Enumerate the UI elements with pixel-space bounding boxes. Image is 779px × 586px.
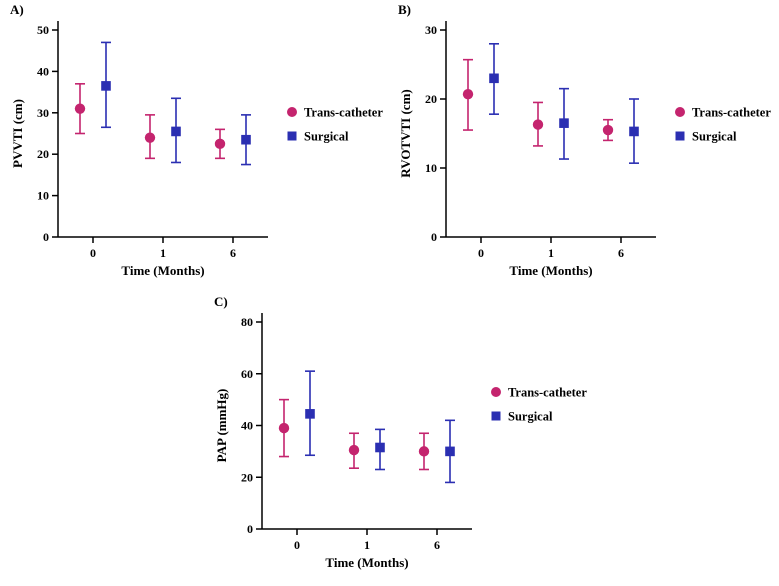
data-point-square xyxy=(559,118,569,128)
data-point-circle xyxy=(214,138,226,150)
legend-marker-square xyxy=(675,131,685,141)
y-tick-label: 40 xyxy=(37,64,49,78)
x-tick-label: 0 xyxy=(294,538,300,552)
data-point-circle xyxy=(602,124,614,136)
y-tick-label: 10 xyxy=(425,161,437,175)
panel-b: B) 0 10 20 30 0 1 6 Time (Months) RVOTVTI (cm) Tr… xyxy=(394,0,779,290)
data-point-circle xyxy=(348,444,360,456)
y-tick-label: 20 xyxy=(425,92,437,106)
x-tick-label: 1 xyxy=(548,246,554,260)
y-axis-label: RVOTVTI (cm) xyxy=(398,89,413,177)
y-tick-label: 50 xyxy=(37,23,49,37)
x-axis-label: Time (Months) xyxy=(121,263,204,278)
x-tick-label: 1 xyxy=(364,538,370,552)
chart-c-pap: 0 20 40 60 80 0 1 6 Time (Months) PAP (mmHg) Trans… xyxy=(214,313,587,570)
x-tick-label: 6 xyxy=(618,246,624,260)
data-point-circle xyxy=(418,446,430,457)
panel-a: A) 0 10 20 30 40 50 0 1 6 Time (Months) PVVTI (cm)… xyxy=(6,0,396,290)
legend-label: Trans-catheter xyxy=(692,106,771,120)
chart-b-rvotvti: 0 10 20 30 0 1 6 Time (Months) RVOTVTI (cm) Trans… xyxy=(398,21,771,278)
y-tick-label: 10 xyxy=(37,189,49,203)
x-tick-label: 1 xyxy=(160,246,166,260)
data-point-circle xyxy=(462,88,474,100)
x-axis-label: Time (Months) xyxy=(509,263,592,278)
data-point-square xyxy=(375,442,385,453)
data-point-square xyxy=(171,126,181,137)
legend-marker-square xyxy=(287,131,297,141)
x-tick-label: 6 xyxy=(434,538,440,552)
y-axis-label: PVVTI (cm) xyxy=(10,99,25,168)
data-point-square xyxy=(305,409,315,419)
data-point-square xyxy=(241,134,251,145)
legend-label: Surgical xyxy=(508,410,553,424)
y-tick-label: 20 xyxy=(241,470,253,484)
y-tick-label: 20 xyxy=(37,147,49,161)
y-tick-label: 80 xyxy=(241,315,253,329)
data-point-square xyxy=(489,73,499,84)
y-tick-label: 0 xyxy=(43,230,49,244)
x-tick-label: 0 xyxy=(90,246,96,260)
data-point-square xyxy=(445,446,455,457)
y-tick-label: 40 xyxy=(241,419,253,433)
legend-label: Trans-catheter xyxy=(508,386,587,400)
y-tick-label: 30 xyxy=(425,23,437,37)
legend-marker-circle xyxy=(491,387,501,397)
data-point-circle xyxy=(278,422,290,434)
y-tick-label: 30 xyxy=(37,106,49,120)
x-tick-label: 0 xyxy=(478,246,484,260)
panel-a-label: A) xyxy=(10,2,24,17)
legend-label: Surgical xyxy=(692,130,737,144)
panel-c: C) 0 20 40 60 80 0 1 6 Time (Months) PAP (mmHg) Tr… xyxy=(210,292,600,582)
legend-label: Surgical xyxy=(304,130,349,144)
data-point-circle xyxy=(532,119,544,130)
chart-a-pvvti: 0 10 20 30 40 50 0 1 6 Time (Months) PVVTI (cm) Tra… xyxy=(10,21,383,278)
panel-b-label: B) xyxy=(398,2,411,17)
legend-marker-circle xyxy=(287,107,297,117)
data-point-circle xyxy=(144,132,156,143)
panel-c-label: C) xyxy=(214,294,228,309)
x-tick-label: 6 xyxy=(230,246,236,260)
legend-label: Trans-catheter xyxy=(304,106,383,120)
y-axis-label: PAP (mmHg) xyxy=(214,389,229,463)
data-point-circle xyxy=(74,103,86,114)
x-axis-label: Time (Months) xyxy=(325,555,408,570)
legend-marker-square xyxy=(491,411,501,421)
legend-marker-circle xyxy=(675,107,685,117)
y-tick-label: 0 xyxy=(431,230,437,244)
data-point-square xyxy=(101,81,111,91)
data-point-square xyxy=(629,126,639,137)
y-tick-label: 0 xyxy=(247,522,253,536)
y-tick-label: 60 xyxy=(241,367,253,381)
